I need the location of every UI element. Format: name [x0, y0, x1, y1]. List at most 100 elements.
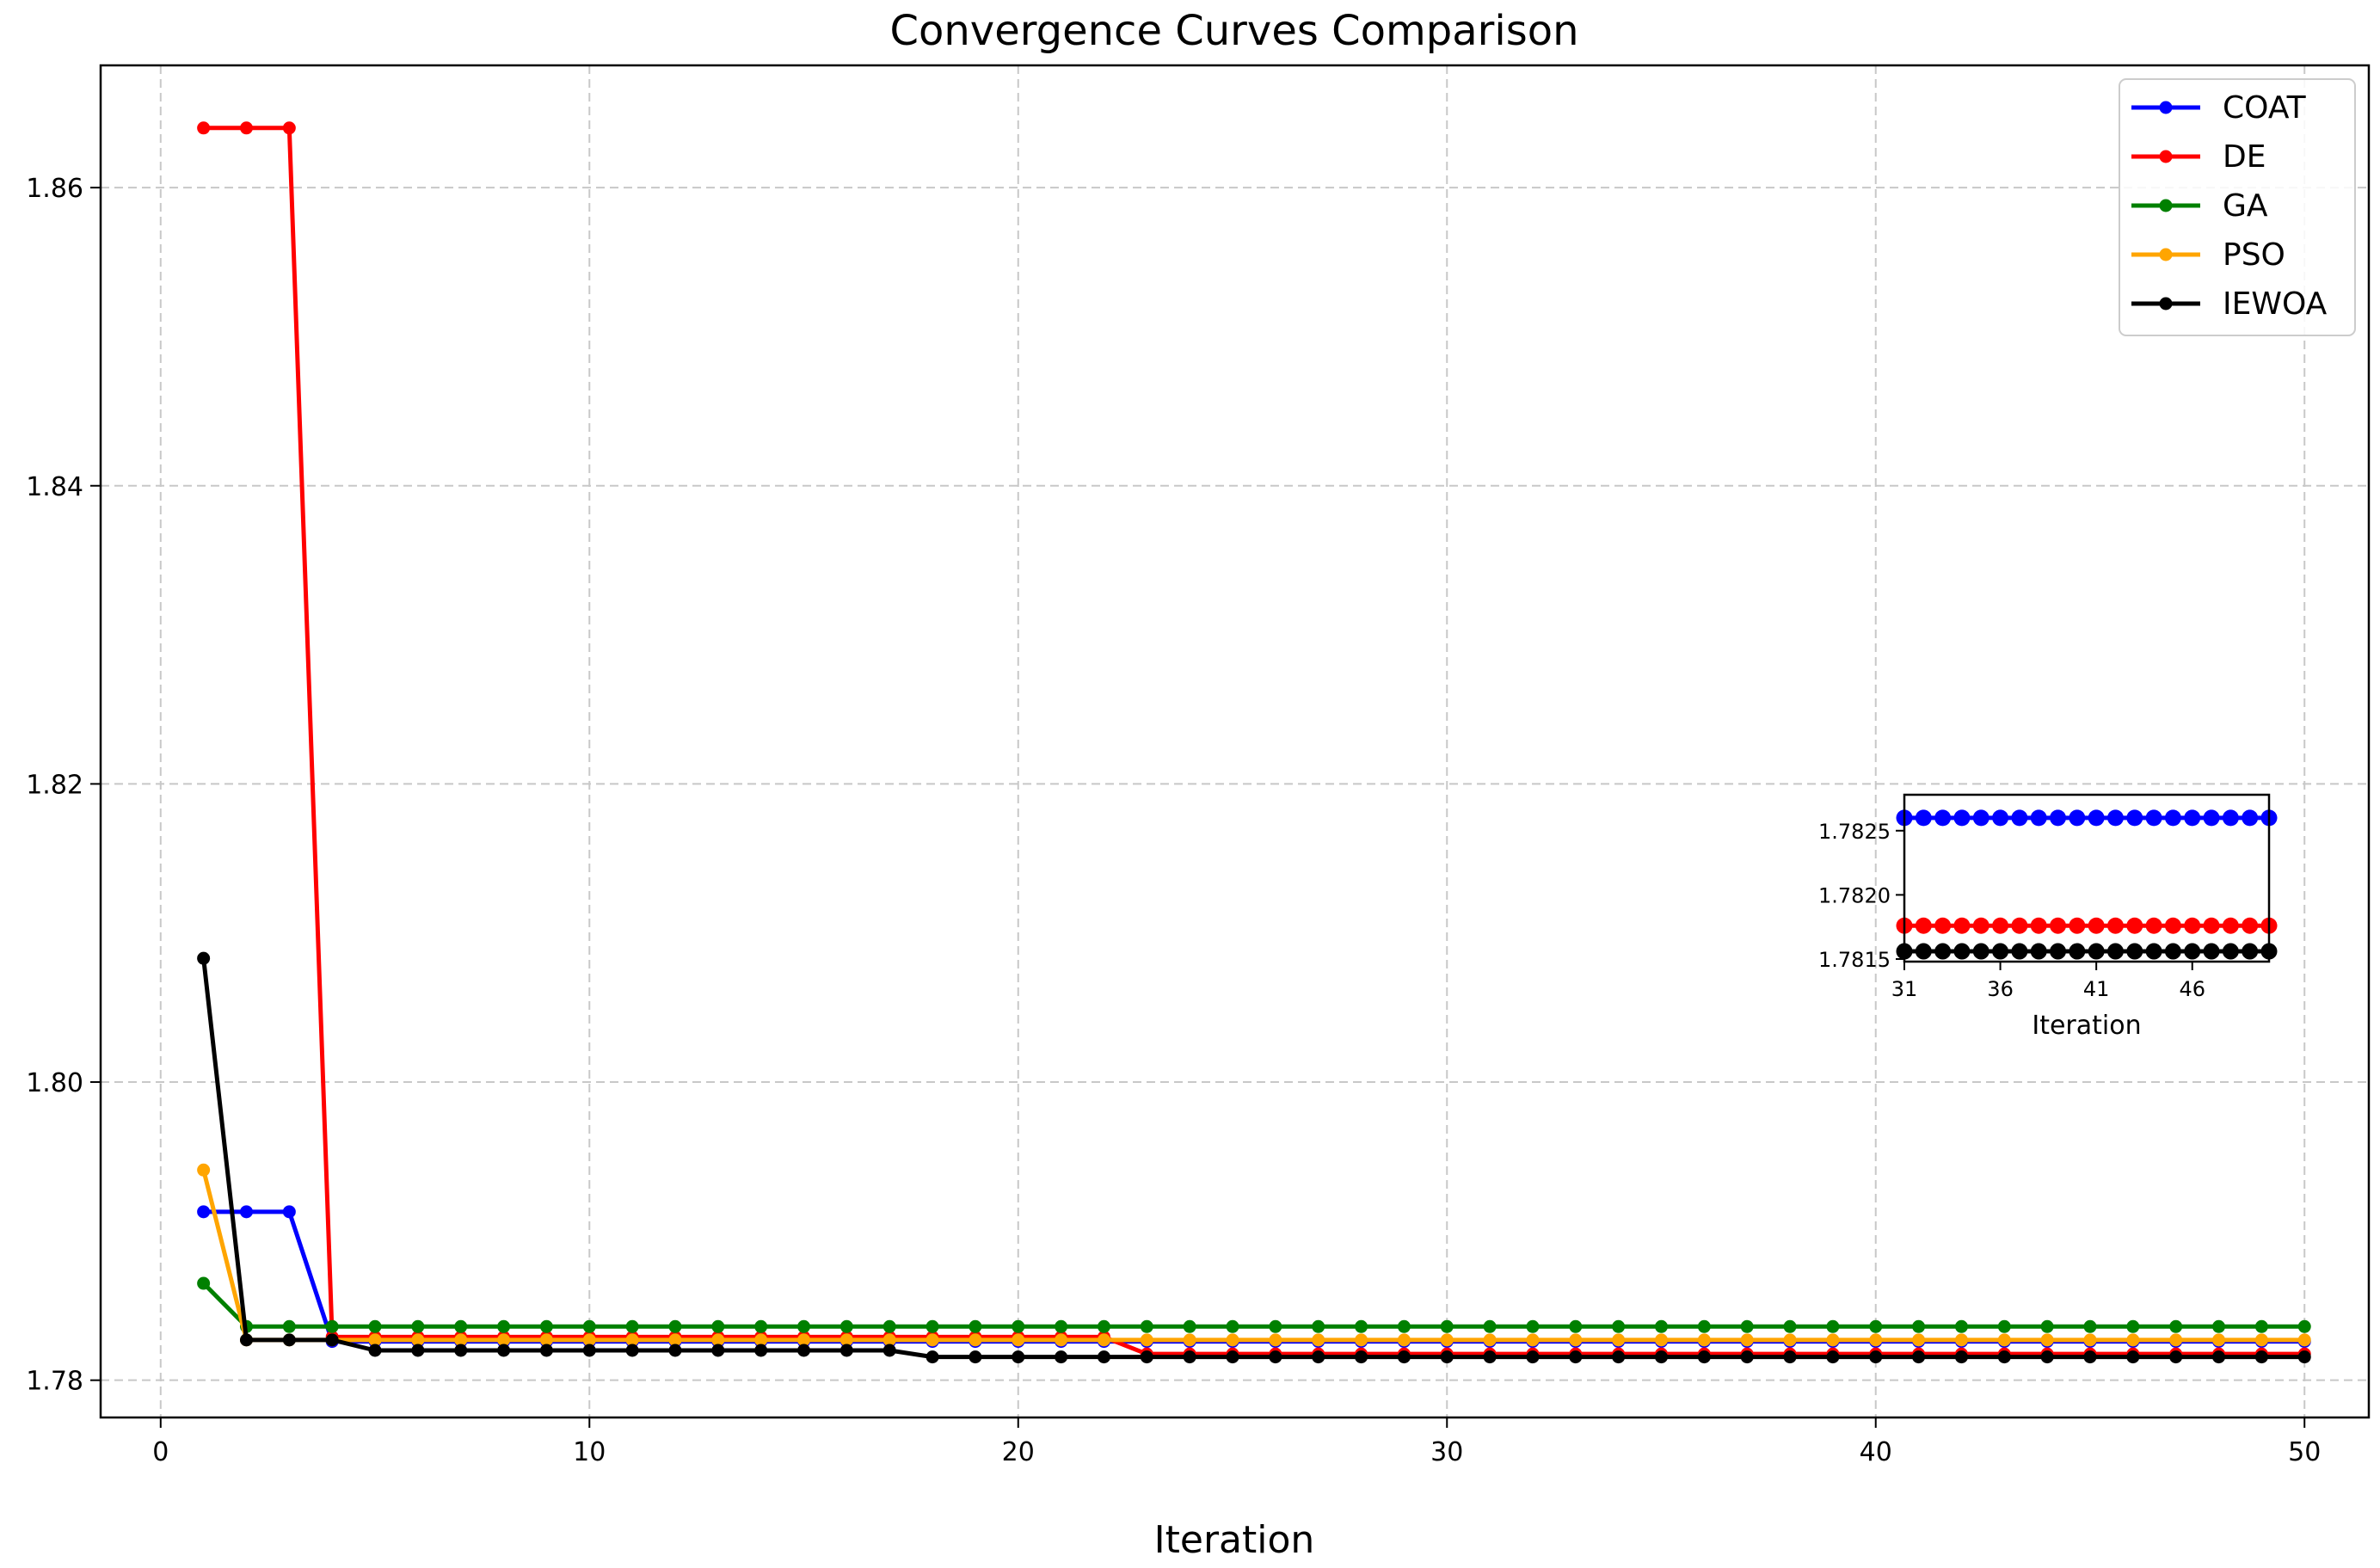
data-point	[282, 1319, 296, 1333]
series-line-pso	[201, 1169, 2305, 1343]
data-point	[1569, 1319, 1583, 1333]
inset-data-point	[2203, 917, 2220, 934]
data-point	[325, 1319, 339, 1333]
y-tick-label: 1.80	[26, 1068, 83, 1098]
inset-y-tick-label: 1.7825	[1818, 820, 1891, 844]
inset-zoom-plot: 31 36 41 46 1.7815 1.7820 1.7825 Iteration	[1818, 793, 2278, 1041]
data-point	[668, 1319, 682, 1333]
inset-data-point	[2106, 809, 2124, 827]
data-point	[797, 1319, 811, 1333]
data-point	[2254, 1333, 2268, 1347]
data-point	[1012, 1319, 1025, 1333]
data-point	[711, 1344, 725, 1357]
data-point	[2083, 1333, 2097, 1347]
data-point	[497, 1344, 511, 1357]
series-de	[197, 121, 2311, 1361]
data-point	[2169, 1333, 2183, 1347]
data-point	[754, 1333, 768, 1347]
data-point	[1612, 1333, 1626, 1347]
inset-data-point	[2164, 917, 2181, 934]
series-line-ga	[201, 1282, 2305, 1329]
inset-data-point	[2164, 943, 2181, 960]
inset-data-point	[2222, 809, 2239, 827]
data-point	[282, 1333, 296, 1347]
data-point	[1397, 1350, 1411, 1364]
legend-entry-de: DE	[2131, 139, 2266, 175]
inset-data-point	[2184, 943, 2201, 960]
data-point	[2297, 1319, 2311, 1333]
inset-series-lines	[1896, 809, 2278, 960]
data-point	[1997, 1350, 2011, 1364]
x-axis-label: Iteration	[1154, 1518, 1315, 1562]
inset-x-axis-label: Iteration	[2032, 1011, 2141, 1041]
data-point	[668, 1333, 682, 1347]
data-point	[1740, 1319, 1754, 1333]
data-point	[1569, 1333, 1583, 1347]
inset-data-point	[2145, 943, 2162, 960]
data-point	[2212, 1333, 2226, 1347]
data-point	[1183, 1350, 1196, 1364]
data-point	[1783, 1319, 1797, 1333]
data-point	[2126, 1350, 2140, 1364]
data-point	[582, 1319, 596, 1333]
inset-data-point	[2184, 809, 2201, 827]
data-point	[1440, 1350, 1454, 1364]
data-point	[1954, 1350, 1968, 1364]
data-point	[2254, 1350, 2268, 1364]
data-point	[411, 1344, 425, 1357]
data-point	[1355, 1333, 1368, 1347]
inset-axis-ticks: 31 36 41 46 1.7815 1.7820 1.7825	[1818, 820, 2205, 1001]
data-point	[2169, 1319, 2183, 1333]
data-point	[1097, 1350, 1110, 1364]
data-point	[883, 1333, 896, 1347]
data-point	[1269, 1319, 1282, 1333]
legend-entry-coat: COAT	[2131, 90, 2307, 126]
inset-data-point	[2242, 943, 2259, 960]
inset-data-point	[2222, 943, 2239, 960]
data-point	[1697, 1319, 1711, 1333]
inset-data-point	[2106, 943, 2124, 960]
data-point	[1055, 1333, 1068, 1347]
inset-data-point	[1953, 943, 1971, 960]
inset-data-point	[2050, 917, 2067, 934]
y-tick-label: 1.86	[26, 174, 83, 204]
inset-data-point	[1915, 917, 1932, 934]
legend-marker	[2159, 248, 2173, 261]
data-point	[1997, 1319, 2011, 1333]
inset-data-point	[1953, 809, 1971, 827]
data-point	[1783, 1350, 1797, 1364]
data-point	[1312, 1319, 1325, 1333]
legend-label: GA	[2223, 188, 2268, 224]
data-point	[1697, 1333, 1711, 1347]
data-point	[1869, 1319, 1883, 1333]
x-tick-label: 30	[1430, 1437, 1463, 1467]
inset-data-point	[1992, 917, 2009, 934]
main-series-lines	[197, 121, 2311, 1364]
inset-data-point	[2222, 917, 2239, 934]
data-point	[454, 1333, 468, 1347]
inset-series-iewoa	[1896, 943, 2278, 960]
series-ga	[197, 1276, 2311, 1333]
data-point	[1954, 1333, 1968, 1347]
inset-data-point	[2242, 809, 2259, 827]
data-point	[1397, 1333, 1411, 1347]
data-point	[1654, 1319, 1668, 1333]
data-point	[368, 1344, 382, 1357]
data-point	[197, 1205, 211, 1219]
x-tick-label: 10	[573, 1437, 606, 1467]
inset-data-point	[2145, 917, 2162, 934]
data-point	[1826, 1333, 1840, 1347]
legend-label: IEWOA	[2223, 286, 2328, 322]
data-point	[969, 1333, 982, 1347]
inset-series-de	[1896, 917, 2278, 934]
inset-data-point	[1972, 917, 1989, 934]
inset-frame	[1903, 793, 2271, 963]
data-point	[926, 1319, 939, 1333]
data-point	[368, 1333, 382, 1347]
data-point	[1055, 1319, 1068, 1333]
data-point	[1912, 1333, 1926, 1347]
data-point	[1954, 1319, 1968, 1333]
data-point	[539, 1319, 553, 1333]
inset-data-point	[1934, 917, 1952, 934]
data-point	[1226, 1350, 1239, 1364]
